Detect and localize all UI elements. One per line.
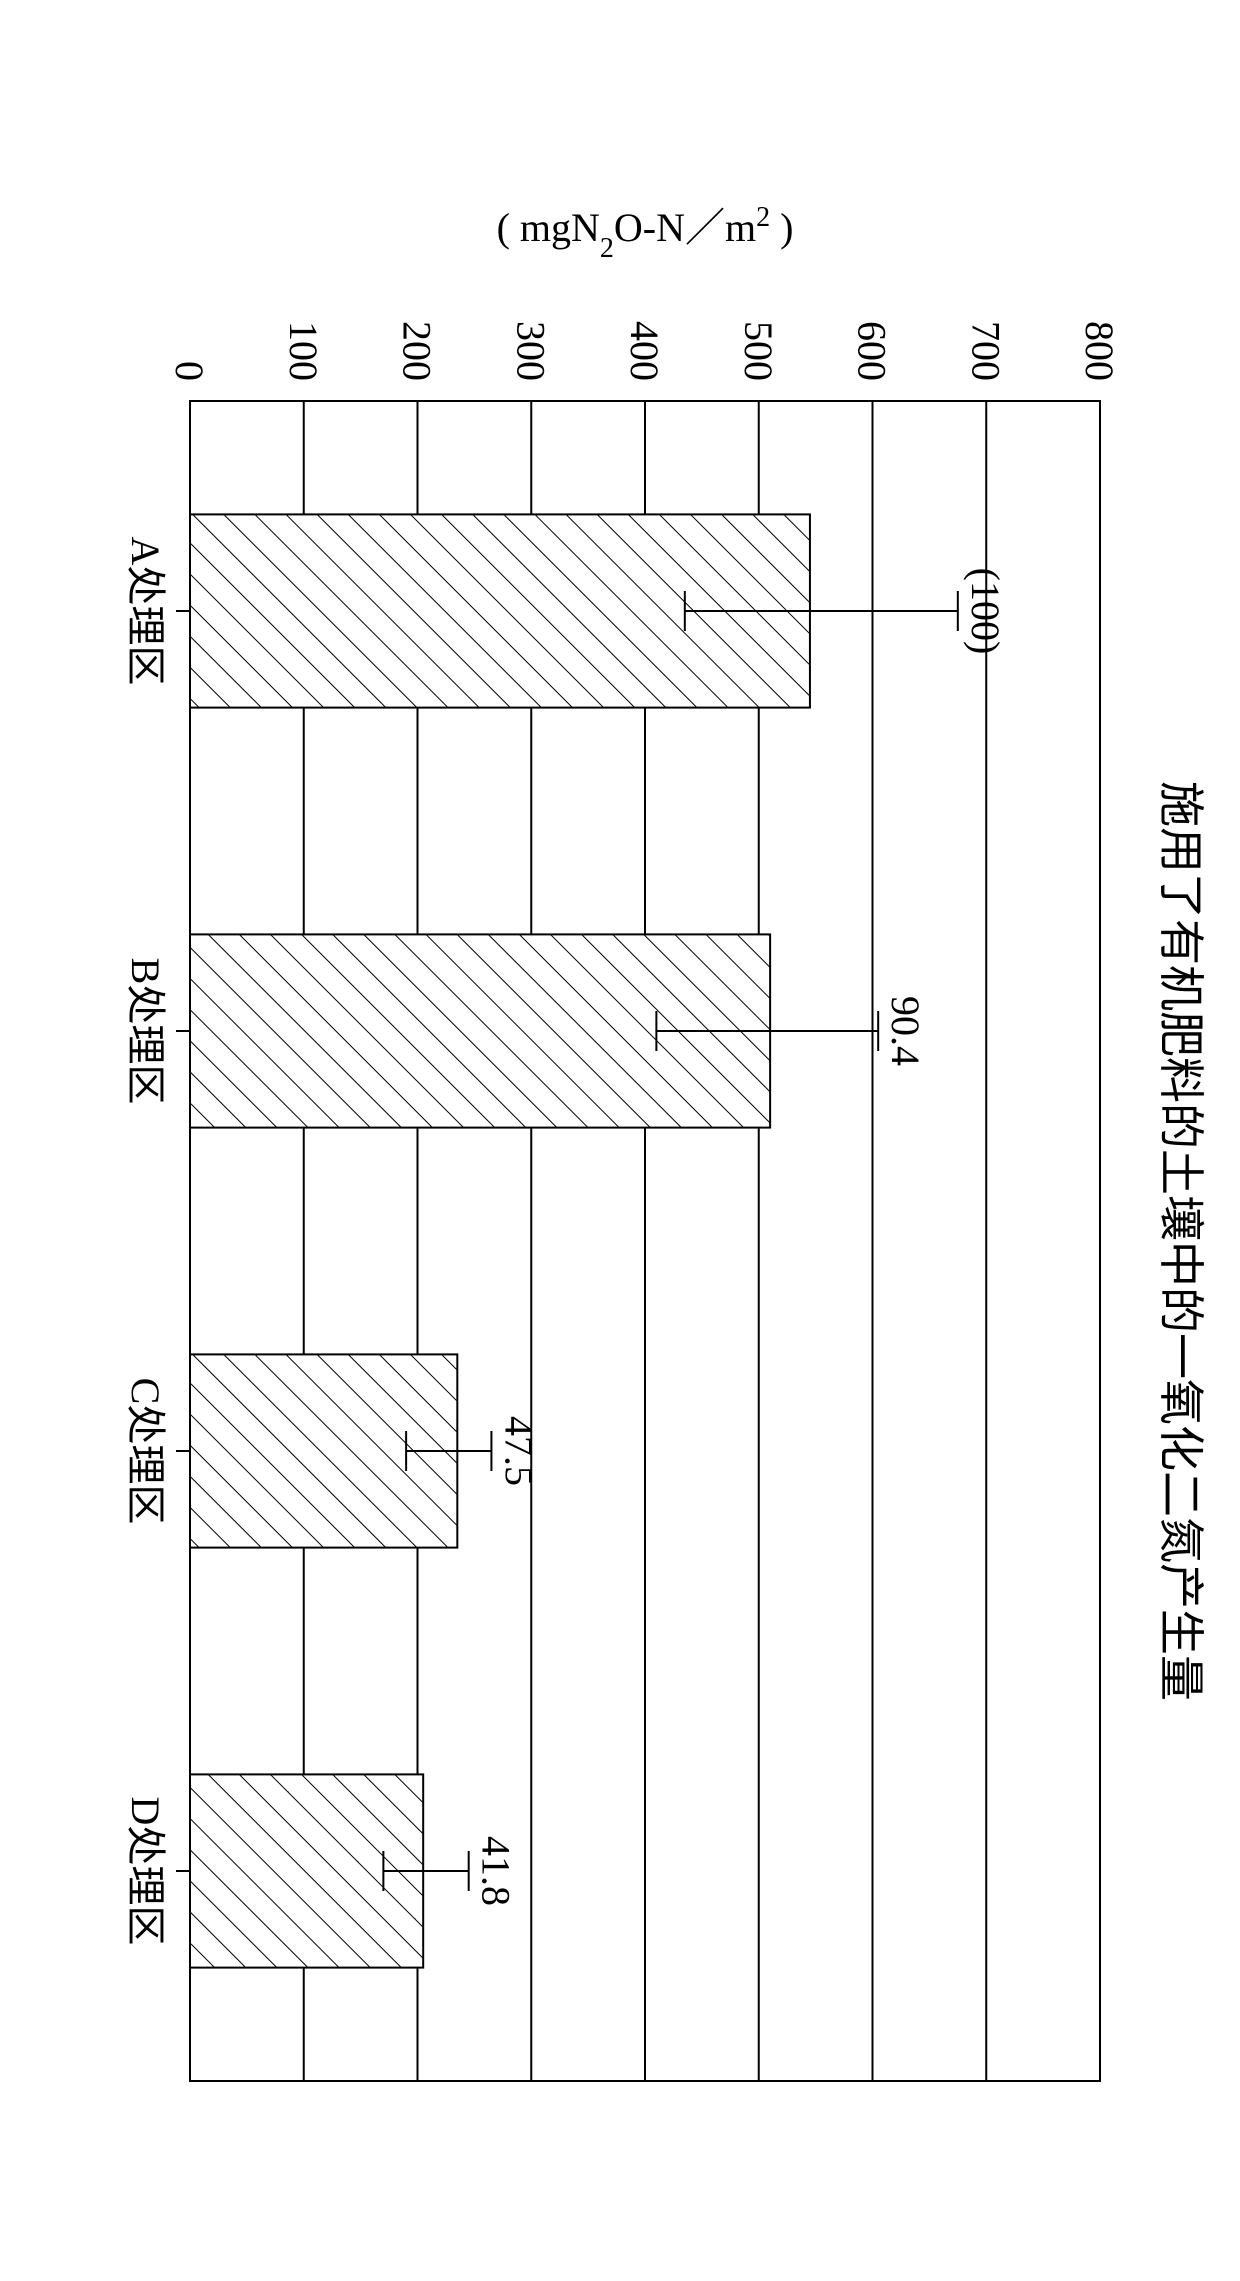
y-tick-label: 500 — [736, 321, 781, 381]
chart-rotated-stage: 施用了有机肥料的土壤中的一氧化二氮产生量 0 100 200 300 400 500 600 7… — [20, 141, 1220, 2141]
x-tick-label: B处理区 — [123, 957, 168, 1104]
y-tick-label: 300 — [508, 321, 553, 381]
y-tick-label: 400 — [622, 321, 667, 381]
y-tick-label: 700 — [963, 321, 1008, 381]
bar-chart: 施用了有机肥料的土壤中的一氧化二氮产生量 0 100 200 300 400 500 600 7… — [20, 141, 1220, 2141]
y-tick-label: 0 — [167, 361, 212, 381]
bar-value-label: 41.8 — [474, 1836, 519, 1906]
bar-value-label: 47.5 — [496, 1416, 541, 1486]
x-tick-label: A处理区 — [123, 536, 168, 685]
chart-title: 施用了有机肥料的土壤中的一氧化二氮产生量 — [1155, 781, 1206, 1701]
y-axis-label: ( mgN2O-N／m2 ) — [497, 201, 794, 263]
chart-container: 施用了有机肥料的土壤中的一氧化二氮产生量 0 100 200 300 400 500 600 7… — [0, 0, 1240, 2281]
y-tick-label: 200 — [395, 321, 440, 381]
y-tick-label: 800 — [1077, 321, 1122, 381]
bar-value-label: 90.4 — [883, 996, 928, 1066]
y-tick-label: 600 — [850, 321, 895, 381]
y-tick-label: 100 — [281, 321, 326, 381]
x-tick-label: C处理区 — [123, 1377, 168, 1524]
bar-value-label: (100) — [963, 567, 1008, 654]
x-tick-label: D处理区 — [123, 1796, 168, 1945]
